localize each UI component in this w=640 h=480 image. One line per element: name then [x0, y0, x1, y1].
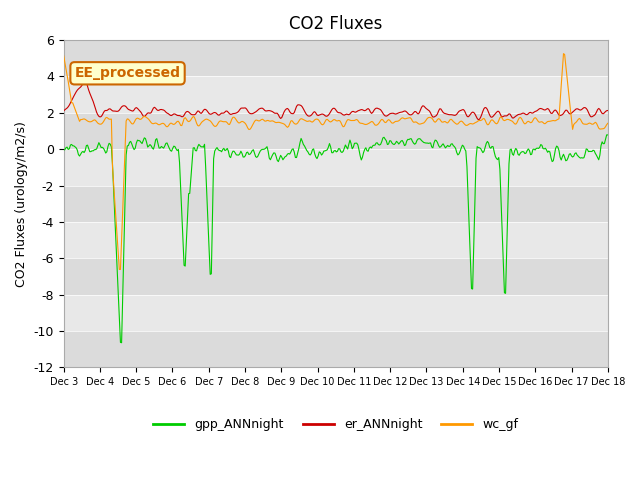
Bar	[63, 295, 608, 331]
Bar	[63, 186, 608, 222]
Bar	[63, 113, 608, 149]
Bar	[63, 149, 608, 186]
Bar	[63, 4, 608, 40]
Legend: gpp_ANNnight, er_ANNnight, wc_gf: gpp_ANNnight, er_ANNnight, wc_gf	[148, 413, 524, 436]
Title: CO2 Fluxes: CO2 Fluxes	[289, 15, 383, 33]
Bar	[63, 76, 608, 113]
Bar	[63, 331, 608, 367]
Bar	[63, 258, 608, 295]
Bar	[63, 222, 608, 258]
Bar	[63, 40, 608, 76]
Text: EE_processed: EE_processed	[74, 66, 180, 80]
Y-axis label: CO2 Fluxes (urology/m2/s): CO2 Fluxes (urology/m2/s)	[15, 121, 28, 287]
